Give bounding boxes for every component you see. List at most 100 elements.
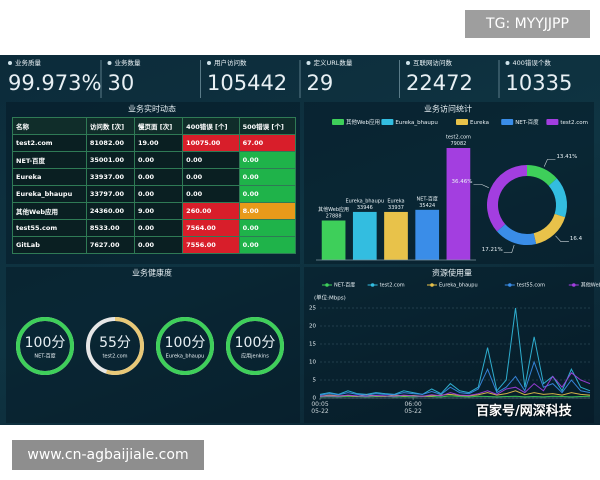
table-cell: 0.00 <box>134 168 184 186</box>
table-cell: 35001.00 <box>85 151 136 169</box>
kpi-icon <box>306 61 311 65</box>
table-cell: 0.00 <box>238 219 297 237</box>
bar <box>321 220 346 260</box>
bar-category-label: NET-百度 <box>417 195 438 202</box>
gauge-arc <box>16 317 74 375</box>
y-tick-label: 15 <box>309 342 316 348</box>
bar-value-label: 33946 <box>357 205 373 211</box>
y-tick-label: 5 <box>313 378 317 384</box>
table-cell: 0.00 <box>238 168 297 186</box>
legend-dot <box>370 283 375 287</box>
legend-label: Eureka_bhaupu <box>395 120 438 126</box>
table-cell: 0.00 <box>134 151 184 169</box>
legend-swatch <box>332 119 344 125</box>
legend-swatch <box>456 119 468 125</box>
table-cell: NET-百度 <box>12 151 87 169</box>
table-cell: test2.com <box>12 134 87 152</box>
table-cell: 7564.00 <box>182 219 240 237</box>
table-cell: 0.00 <box>134 185 184 203</box>
table-row: GitLab 7627.00 0.00 7556.00 0.00 <box>12 236 297 254</box>
header-cell: 500错误 [个] <box>238 117 297 135</box>
footer-url: www.cn-agbaijiale.com <box>12 440 204 470</box>
table-row: NET-百度 35001.00 0.00 0.00 0.00 <box>12 151 297 169</box>
donut-slice <box>548 178 567 218</box>
donut-slice <box>533 213 566 244</box>
table-cell: GitLab <box>12 236 87 254</box>
table-cell: 0.00 <box>182 168 240 186</box>
bar-value-label: 27888 <box>326 214 342 220</box>
legend-swatch <box>501 119 514 125</box>
series-line <box>319 307 591 395</box>
legend-dot <box>572 283 576 287</box>
table-head: 名称 访问数 [次] 慢页面 [次] 400错误 [个] 500错误 [个] <box>12 117 297 135</box>
bar-category-label: test2.com <box>446 135 471 141</box>
kpi-label: 400错误个数 <box>513 58 552 67</box>
table-cell: 8.00 <box>238 202 297 220</box>
bar <box>415 209 440 260</box>
table-wrap: 名称 访问数 [次] 慢页面 [次] 400错误 [个] 500错误 [个] test2.… <box>12 117 297 254</box>
slice-label: 16.4 <box>570 236 583 242</box>
bar <box>446 148 471 260</box>
table-cell: 10075.00 <box>182 134 240 152</box>
table-cell: Eureka_bhaupu <box>12 185 87 203</box>
bar-value-label: 35424 <box>419 203 435 209</box>
table-cell: 9.00 <box>134 202 184 220</box>
table-cell: 0.00 <box>182 151 240 169</box>
header-cell: 访问数 [次] <box>85 117 136 135</box>
kpi-value: 29 <box>307 71 334 95</box>
bar-value-label: 79082 <box>450 141 466 147</box>
kpi-label: 互联网访问数 <box>413 58 453 67</box>
kpi-value: 105442 <box>207 71 287 95</box>
bar-category-label: 其他Web应用 <box>318 206 349 213</box>
leader-line <box>503 244 515 253</box>
table-cell: 33797.00 <box>85 185 136 203</box>
kpi-value: 30 <box>108 71 135 95</box>
table-cell: 67.00 <box>238 134 297 152</box>
header-cell: 400错误 [个] <box>182 117 240 135</box>
gauge-arc <box>86 317 144 375</box>
bar <box>384 211 408 260</box>
legend-dot <box>325 283 329 287</box>
table-cell: 0.00 <box>238 151 297 169</box>
table-cell: 0.00 <box>134 236 184 254</box>
legend-dot <box>430 283 434 287</box>
y-tick-label: 20 <box>309 324 316 330</box>
legend-label: Eureka_bhaupu <box>439 283 478 289</box>
gauge-value: 100分 <box>235 335 276 351</box>
gauge-arc <box>156 317 214 375</box>
kpi-label: 定义URL数量 <box>314 58 353 67</box>
table-cell: 其他Web应用 <box>12 202 87 220</box>
gauge-label: 应用jenkins <box>241 353 269 360</box>
badge: TG: MYYJJPP <box>465 10 590 38</box>
table-cell: test55.com <box>12 219 87 237</box>
legend-label: 其他Web应用 <box>581 282 600 289</box>
table-row: Eureka_bhaupu 33797.00 0.00 0.00 0.00 <box>12 185 297 203</box>
bar <box>352 211 377 260</box>
table-cell: 33937.00 <box>85 168 136 186</box>
series-line <box>319 395 591 398</box>
leader-line <box>543 159 556 167</box>
watermark: 百家号/网深科技 <box>476 404 572 419</box>
y-tick-label: 10 <box>309 360 316 366</box>
table-cell: 0.00 <box>238 236 297 254</box>
donut-slice <box>486 165 527 232</box>
table-body: test2.com 81082.00 19.00 10075.00 67.00 NET-百… <box>12 134 297 254</box>
kpi-value: 99.973% <box>8 71 101 95</box>
donut-slice <box>496 224 537 245</box>
y-axis-label: (单位:Mbps) <box>314 294 346 302</box>
leader-line <box>473 184 489 188</box>
gauge-value: 100分 <box>165 335 206 351</box>
panel-title: 资源使用量 <box>432 268 472 278</box>
table-row: test2.com 81082.00 19.00 10075.00 67.00 <box>12 134 297 152</box>
slice-label: 36.46% <box>451 179 472 185</box>
legend-swatch <box>546 119 559 125</box>
kpi-value: 22472 <box>406 71 473 95</box>
series-line <box>319 372 591 397</box>
header-cell: 慢页面 [次] <box>134 117 184 135</box>
table-cell: 7627.00 <box>85 236 136 254</box>
table-cell: 81082.00 <box>85 134 136 152</box>
bar-category-label: Eureka_bhaupu <box>345 198 384 204</box>
legend-dot <box>508 283 512 287</box>
kpi-label: 业务质量 <box>15 58 42 67</box>
